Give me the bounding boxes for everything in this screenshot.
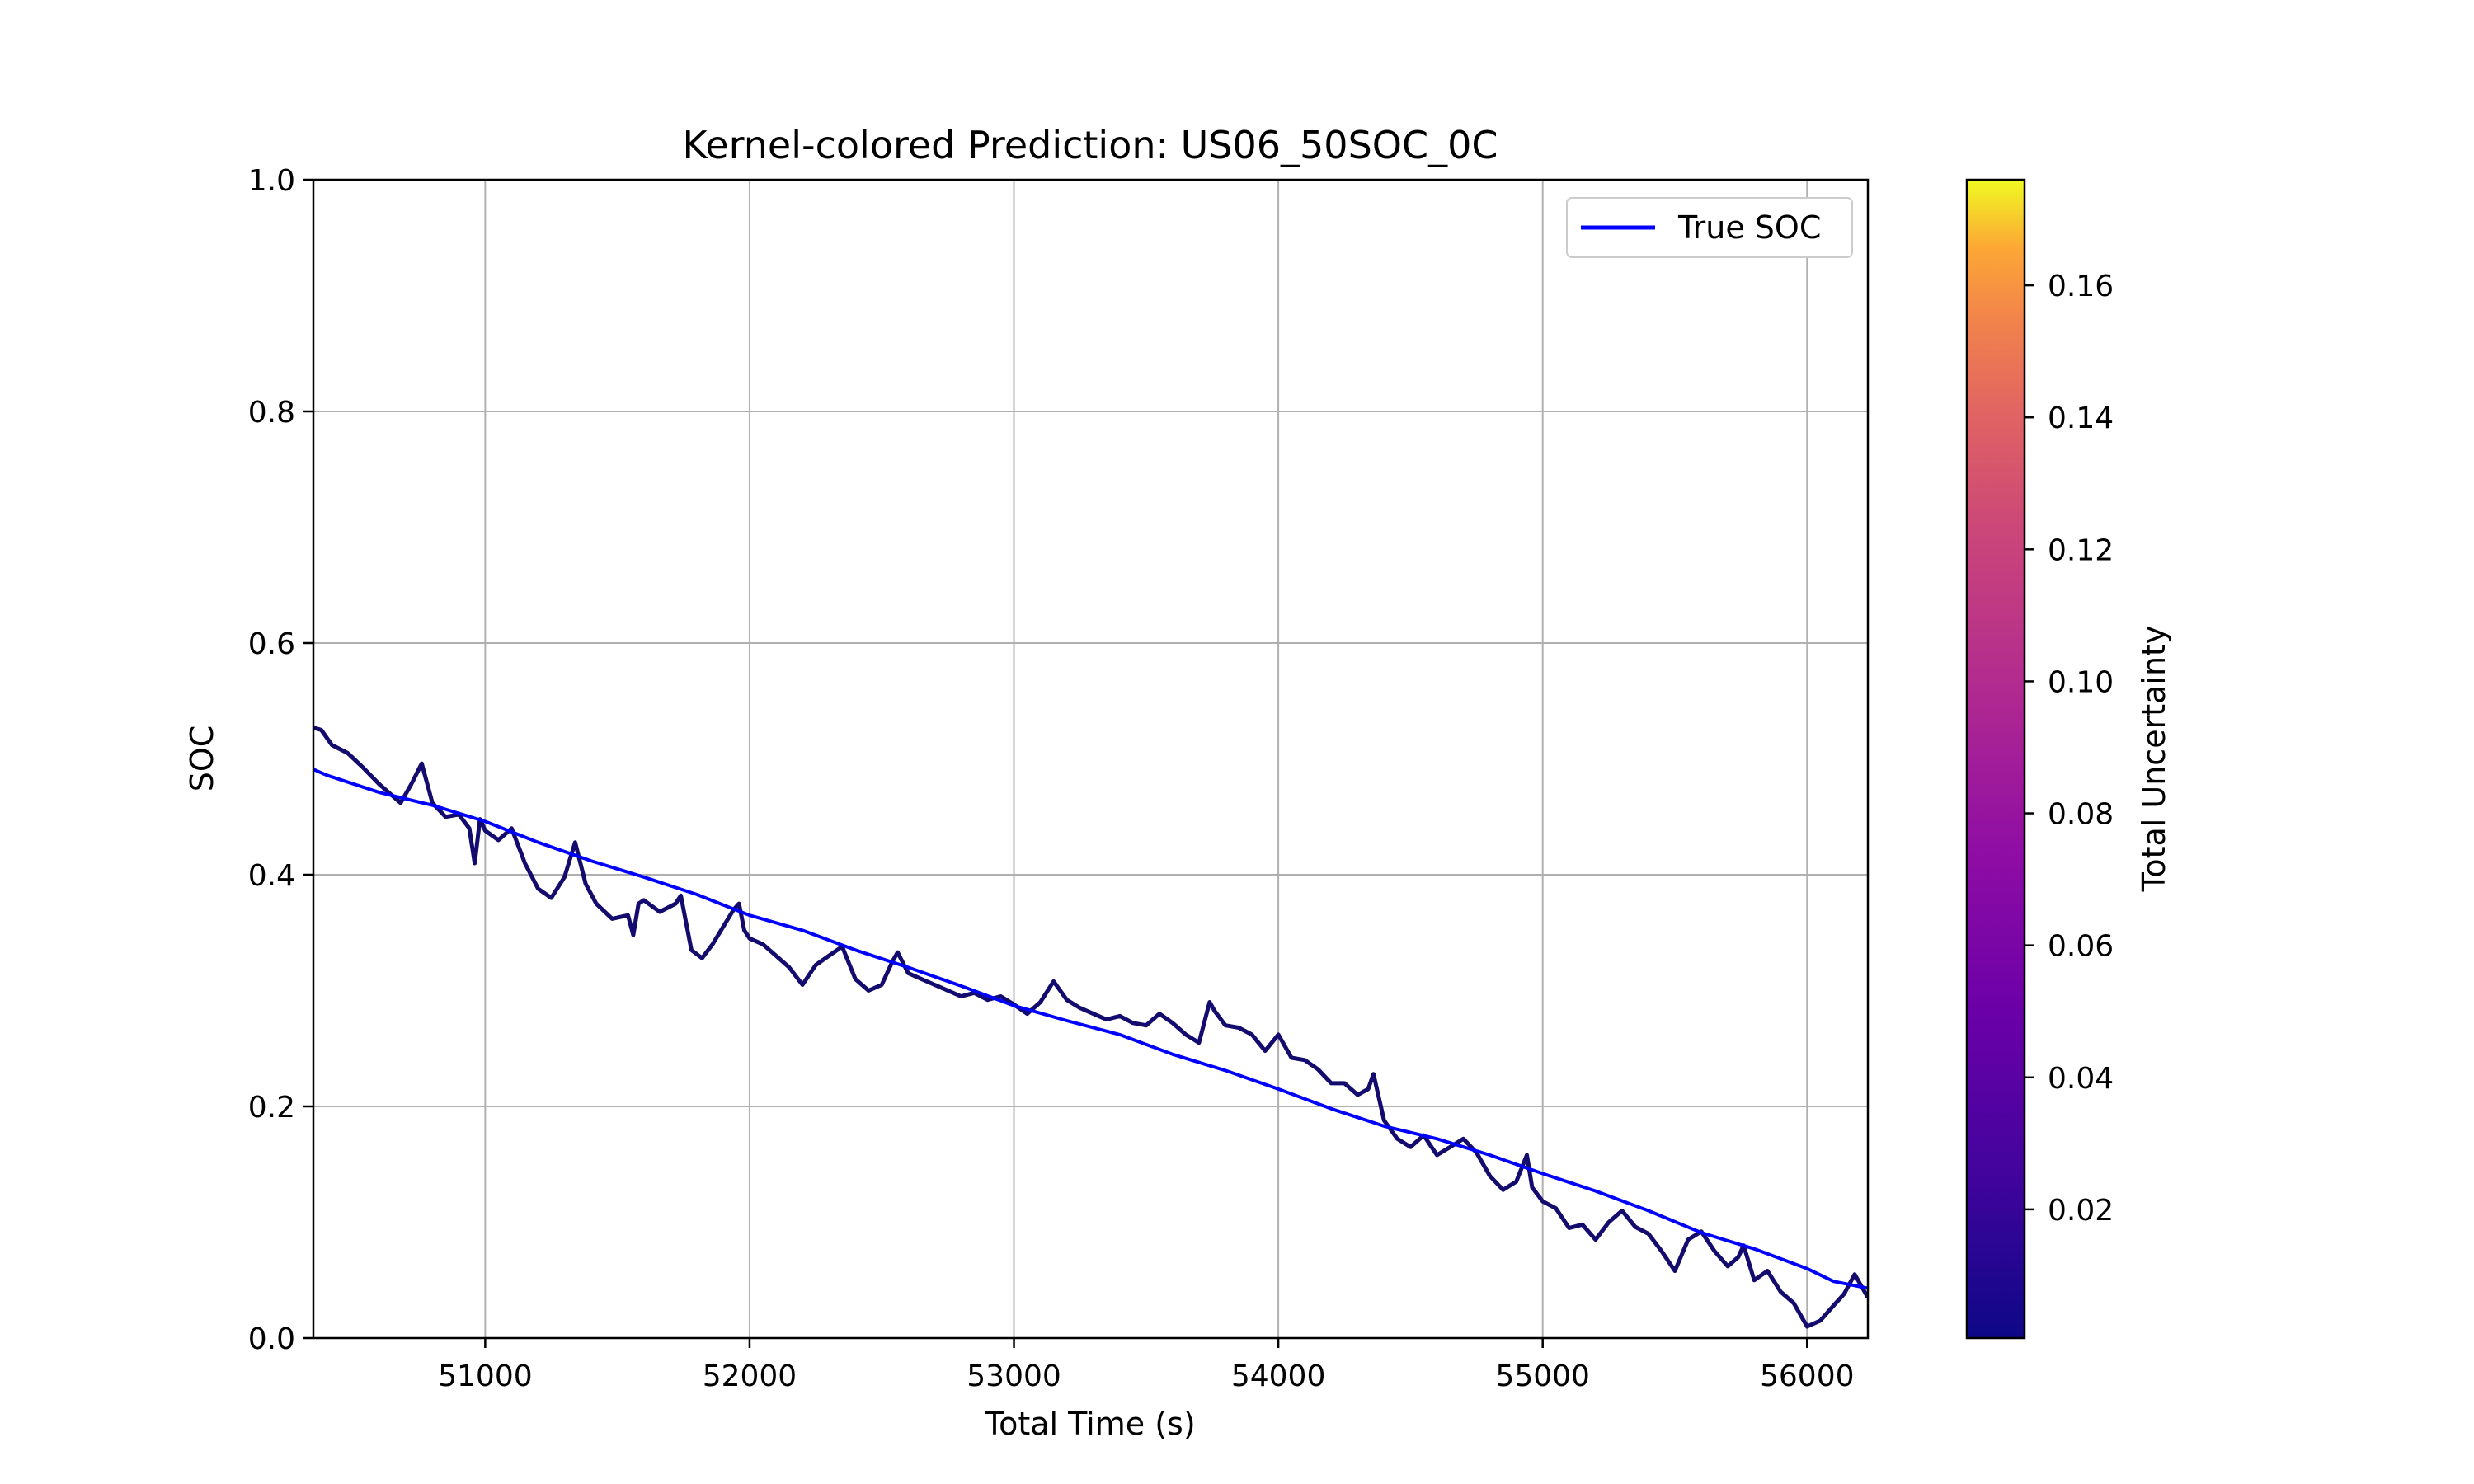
legend: True SOC <box>1566 197 1853 258</box>
y-tick-label: 1.0 <box>248 164 295 198</box>
x-tick-label: 52000 <box>703 1360 797 1393</box>
x-axis-label: Total Time (s) <box>984 1406 1195 1442</box>
y-axis-label: SOC <box>184 726 220 792</box>
colorbar-label: Total Uncertainty <box>2136 626 2172 893</box>
grid-lines <box>313 179 1868 1339</box>
y-axis: 0.0 0.2 0.4 0.6 0.8 1.0 <box>248 164 313 1356</box>
colorbar-tick-label: 0.12 <box>2048 533 2114 567</box>
series-line-true-soc <box>313 768 1868 1290</box>
y-tick-label: 0.0 <box>248 1322 295 1356</box>
y-tick-label: 0.8 <box>248 396 295 430</box>
colorbar-tick-label: 0.02 <box>2048 1194 2114 1228</box>
colorbar: 0.02 0.04 0.06 0.08 0.10 0.12 0.14 0.16 Total U… <box>1965 178 2172 1340</box>
y-tick-label: 0.6 <box>248 627 295 661</box>
series-layer <box>313 726 1868 1329</box>
plot-frame <box>312 178 1870 1340</box>
y-tick-label: 0.2 <box>248 1091 295 1125</box>
legend-label-true-soc: True SOC <box>1677 209 1821 246</box>
chart-title: Kernel-colored Prediction: US06_50SOC_0C <box>683 123 1498 167</box>
x-tick-label: 56000 <box>1760 1360 1855 1393</box>
x-tick-label: 53000 <box>967 1360 1061 1393</box>
colorbar-tick-label: 0.06 <box>2048 930 2114 964</box>
legend-box <box>1566 197 1853 258</box>
colorbar-ticks: 0.02 0.04 0.06 0.08 0.10 0.12 0.14 0.16 <box>2025 270 2114 1228</box>
colorbar-tick-label: 0.10 <box>2048 665 2114 699</box>
colorbar-tick-label: 0.04 <box>2048 1062 2114 1096</box>
x-tick-label: 55000 <box>1495 1360 1590 1393</box>
colorbar-tick-label: 0.08 <box>2048 798 2114 832</box>
colorbar-tick-label: 0.14 <box>2048 402 2114 435</box>
y-tick-label: 0.4 <box>248 859 295 893</box>
colorbar-gradient <box>1965 178 2026 1340</box>
x-axis: 51000 52000 53000 54000 55000 56000 <box>438 1338 1855 1393</box>
series-line-prediction <box>313 726 1868 1329</box>
x-tick-label: 51000 <box>438 1360 533 1393</box>
x-tick-label: 54000 <box>1231 1360 1326 1393</box>
colorbar-tick-label: 0.16 <box>2048 270 2114 303</box>
